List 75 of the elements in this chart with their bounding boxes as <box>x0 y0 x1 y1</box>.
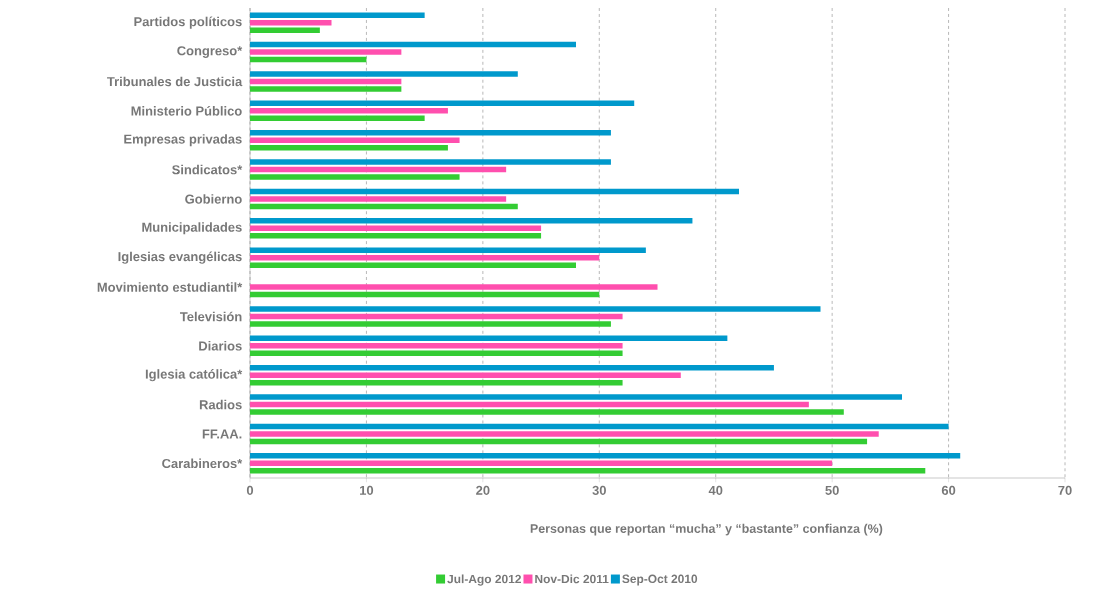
bar <box>250 137 460 143</box>
y-tick-label: Congreso* <box>177 46 243 58</box>
bar <box>250 335 728 342</box>
y-tick-label: Sindicatos* <box>172 164 243 175</box>
bar <box>250 218 693 224</box>
bar <box>250 115 425 122</box>
bar <box>250 460 833 467</box>
bar <box>250 56 367 63</box>
y-tick-label: Carabineros* <box>162 458 243 469</box>
bar <box>250 394 902 400</box>
bar <box>250 431 879 437</box>
y-tick-label: Iglesias evangélicas <box>118 251 242 264</box>
bar <box>250 100 635 107</box>
y-tick-label: FF.AA. <box>202 429 242 439</box>
x-tick-label: 40 <box>708 485 723 495</box>
y-tick-label: Municipalidades <box>142 222 242 235</box>
y-tick-label: Partidos políticos <box>134 16 242 29</box>
bar <box>250 49 402 55</box>
bar <box>250 71 518 77</box>
bar <box>250 166 507 173</box>
bar <box>250 174 460 180</box>
y-tick-label: Ministerio Público <box>131 106 242 116</box>
bar <box>250 291 600 298</box>
bar <box>250 313 623 320</box>
bar <box>250 423 949 430</box>
bar <box>250 254 600 261</box>
x-tick-label: 10 <box>360 485 374 495</box>
legend-label: Nov-Dic 2011 <box>535 574 609 584</box>
bar <box>250 19 332 26</box>
x-axis-title: Personas que reportan “mucha” y “bastante” confianza (%) <box>530 523 883 536</box>
x-tick-label: 0 <box>246 485 254 495</box>
y-tick-label: Tribunales de Justicia <box>107 76 243 87</box>
bar <box>250 284 658 290</box>
y-tick-label: Iglesia católica* <box>145 369 243 382</box>
bar <box>250 129 611 136</box>
legend-label: Jul-Ago 2012 <box>447 574 521 586</box>
bar <box>250 144 448 151</box>
bar <box>250 108 448 114</box>
bar <box>250 12 425 18</box>
bar <box>250 401 809 408</box>
bar <box>250 247 646 253</box>
y-tick-label: Diarios <box>199 341 242 351</box>
legend-label: Sep-Oct 2010 <box>622 574 698 586</box>
bar <box>250 233 542 239</box>
bar <box>250 350 623 357</box>
y-tick-label: Empresas privadas <box>124 134 242 147</box>
y-tick-label: Radios <box>199 399 242 410</box>
bar <box>250 203 518 210</box>
y-tick-label: Gobierno <box>185 194 242 204</box>
bar <box>250 343 623 349</box>
x-tick-label: 70 <box>1058 485 1072 495</box>
bar <box>250 321 611 327</box>
bar <box>250 438 868 445</box>
bar <box>250 372 681 378</box>
bar <box>250 196 507 202</box>
y-tick-label: Televisión <box>179 311 242 322</box>
bar <box>250 86 402 92</box>
bar <box>250 27 320 33</box>
bar <box>250 262 576 268</box>
bar <box>250 453 961 459</box>
bar <box>250 159 611 165</box>
x-tick-label: 60 <box>941 485 956 495</box>
x-tick-label: 30 <box>592 485 606 495</box>
bar <box>250 41 576 48</box>
bar <box>250 188 739 195</box>
x-tick-label: 20 <box>476 485 490 495</box>
bar <box>250 364 774 371</box>
bar <box>250 379 623 386</box>
bar <box>250 225 542 232</box>
bar <box>250 409 844 415</box>
y-tick-label: Movimiento estudiantil* <box>97 282 243 292</box>
bar <box>250 468 926 474</box>
x-tick-label: 50 <box>825 485 839 495</box>
bar <box>250 306 821 312</box>
bar <box>250 78 402 85</box>
